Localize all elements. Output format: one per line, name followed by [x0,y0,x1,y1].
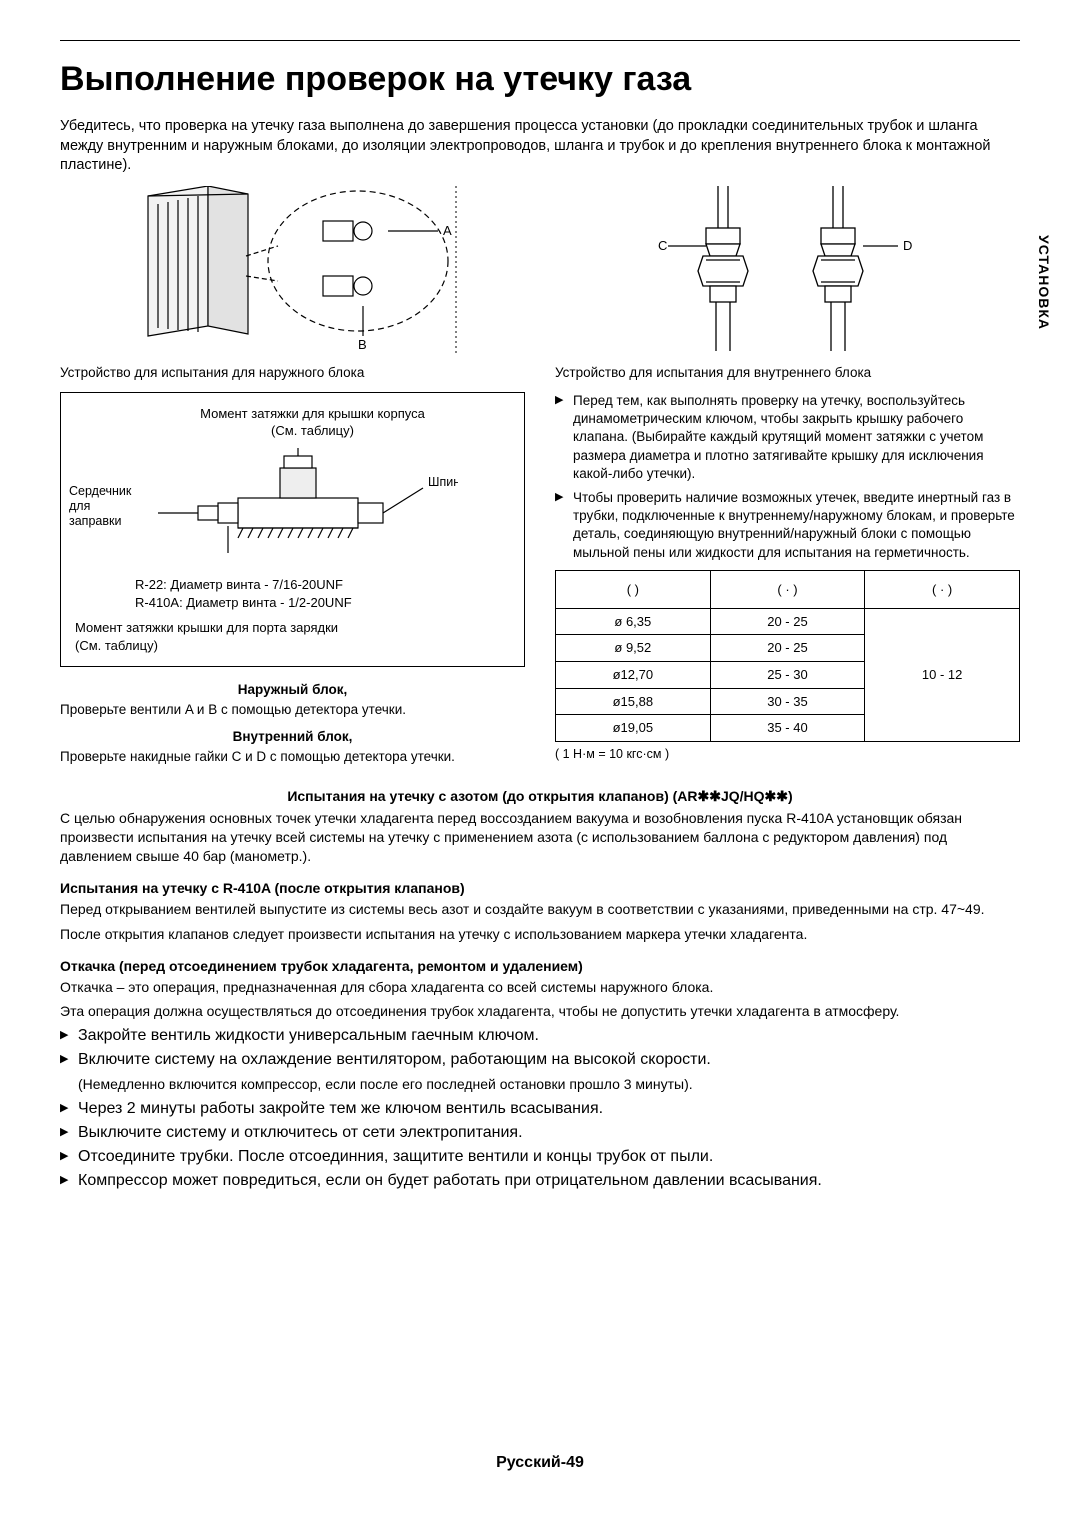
para-pumpdown-b: Эта операция должна осуществляться до от… [60,1002,1020,1021]
check-outdoor-text: Проверьте вентили A и B с помощью детект… [60,701,525,719]
heading-r410a: Испытания на утечку с R-410A (после откр… [60,880,1020,896]
right-bullet-1: Перед тем, как выполнять проверку на уте… [555,392,1020,483]
th-diameter: ( ) [556,570,711,608]
right-column: C D Устройство для испытания для внутрен… [555,186,1020,774]
pump-bullet-1: Закройте вентиль жидкости универсальным … [60,1027,1020,1045]
label-C: C [658,238,667,253]
heading-nitrogen: Испытания на утечку с азотом (до открыти… [60,788,1020,805]
table-footnote: ( 1 Н·м = 10 кгс·см ) [555,746,1020,763]
th-body-torque: ( · ) [710,570,865,608]
pump-bullet-4: Выключите систему и отключитесь от сети … [60,1124,1020,1142]
pump-bullet-2: Включите систему на охлаждение вентилято… [60,1051,1020,1069]
merged-cell: 10 - 12 [865,608,1020,741]
th-port-torque: ( · ) [865,570,1020,608]
r22-line: R-22: Диаметр винта - 7/16-20UNF [135,576,510,594]
left-caption: Устройство для испытания для наружного б… [60,364,525,382]
outdoor-unit-figure: A B [60,186,525,356]
para-pumpdown-a: Откачка – это операция, предназначенная … [60,978,1020,997]
pump-bullet-5: Отсоедините трубки. После отсоединния, з… [60,1148,1020,1166]
two-column-region: A B Устройство для испытания для наружно… [60,186,1020,774]
check-indoor-text: Проверьте накидные гайки C и D с помощью… [60,748,525,766]
check-heading-indoor: Внутренний блок, [60,728,525,746]
indoor-unit-figure: C D [555,186,1020,356]
left-column: A B Устройство для испытания для наружно… [60,186,525,774]
intro-paragraph: Убедитесь, что проверка на утечку газа в… [60,117,1020,176]
right-bullet-2: Чтобы проверить наличие возможных утечек… [555,489,1020,562]
torque-cap-label: Момент затяжки для крышки корпуса (См. т… [115,405,510,440]
see-table-2: (См. таблицу) [75,637,510,655]
heading-pumpdown: Откачка (перед отсоединением трубок хлад… [60,958,1020,974]
bottom-section: Испытания на утечку с азотом (до открыти… [60,788,1020,1190]
page-number: Русский-49 [0,1454,1080,1472]
torque-port-label: Момент затяжки крышки для порта зарядки [75,619,510,637]
valve-diagram-box: Момент затяжки для крышки корпуса (См. т… [60,392,525,667]
sidebar-vertical-label: УСТАНОВКА [1036,235,1052,330]
label-A: A [443,223,452,238]
leak-checks: Наружный блок, Проверьте вентили A и B с… [60,681,525,766]
pump-bullet-3: Через 2 минуты работы закройте тем же кл… [60,1100,1020,1118]
page-title: Выполнение проверок на утечку газа [60,60,1020,99]
pump-bullet-2-note: (Немедленно включится компрессор, если п… [60,1075,1020,1094]
core-label: Сердечник для заправки [69,484,131,529]
r410a-line: R-410A: Диаметр винта - 1/2-20UNF [135,594,510,612]
label-B: B [358,337,367,352]
torque-table: ( ) ( · ) ( · ) ø 6,35 20 - 25 10 - 12 ø… [555,570,1020,742]
para-r410a-a: Перед открыванием вентилей выпустите из … [60,900,1020,919]
table-row: ø 6,35 20 - 25 10 - 12 [556,608,1020,635]
para-nitrogen: С целью обнаружения основных точек утечк… [60,809,1020,866]
spindle-label: Шпиндель [428,475,458,489]
check-heading-outdoor: Наружный блок, [60,681,525,699]
pump-bullet-6: Компрессор может повредиться, если он бу… [60,1172,1020,1190]
right-caption: Устройство для испытания для внутреннего… [555,364,1020,382]
para-r410a-b: После открытия клапанов следует произвес… [60,925,1020,944]
label-D: D [903,238,912,253]
